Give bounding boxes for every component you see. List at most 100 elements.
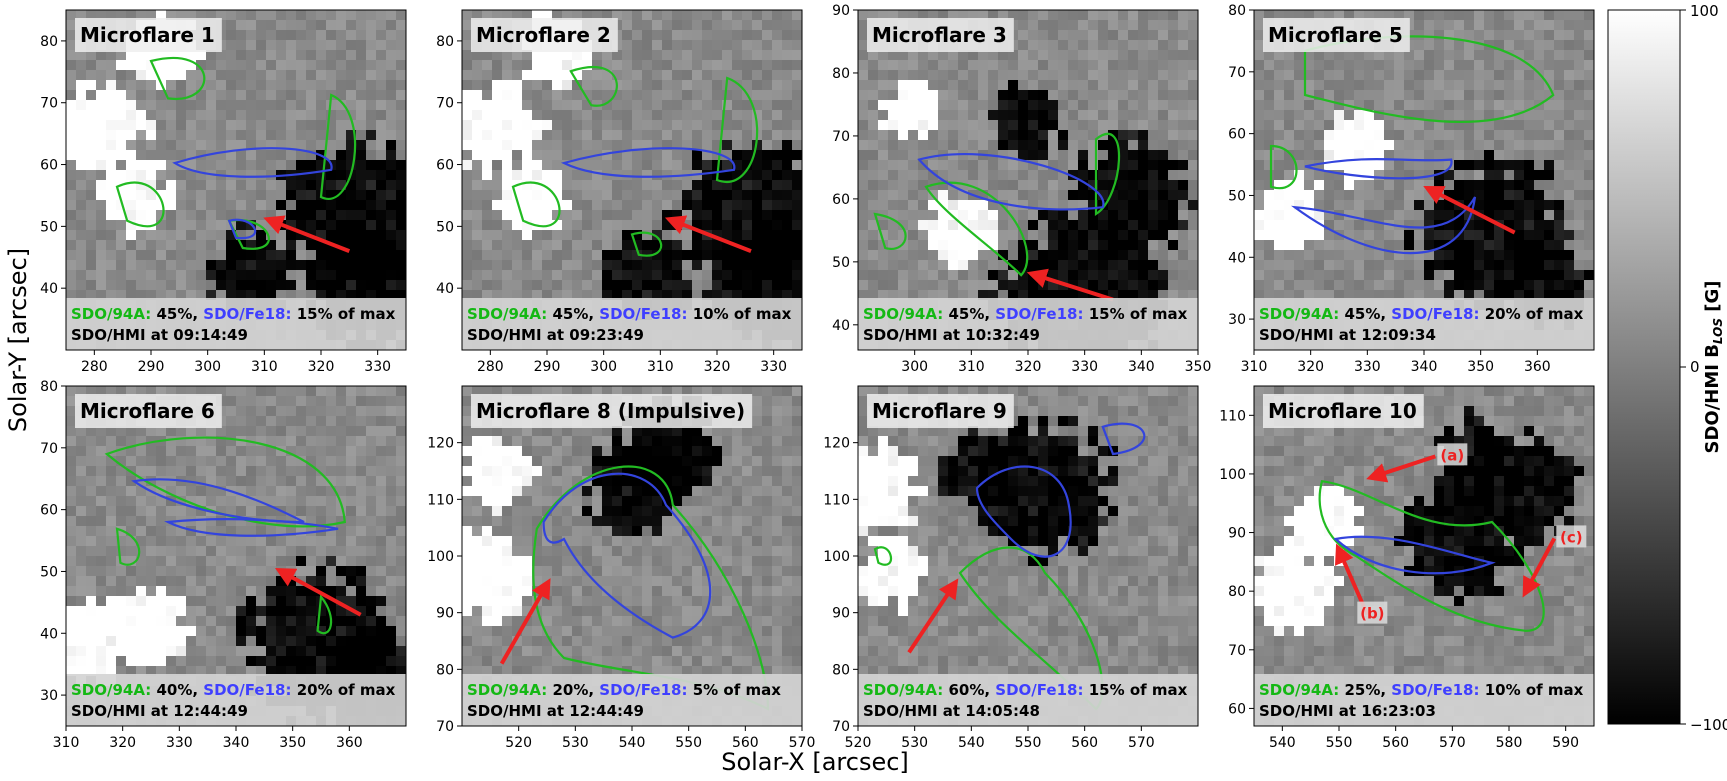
y-tick-label: 80 [832, 662, 850, 678]
y-tick-label: 70 [832, 129, 850, 145]
caption-levels: SDO/94A: 45%, SDO/Fe18: 15% of max [863, 305, 1188, 323]
panel-4: Microflare 5 SDO/94A: 45%, SDO/Fe18: 20% … [1228, 3, 1595, 375]
axis-ticks: 280 290 300 310 320 330 40 50 60 70 80 [436, 34, 787, 375]
x-tick-label: 580 [1496, 735, 1523, 751]
panel-title: Microflare 2 [476, 23, 611, 47]
title-box [1263, 18, 1410, 52]
colorbar: 100 0 −100 SDO/HMI BLOS [G] [1607, 2, 1727, 734]
caption-hmi-time: SDO/HMI at 16:23:03 [1259, 702, 1436, 720]
y-tick-label: 100 [427, 549, 454, 565]
axis-ticks: 540 550 560 570 580 590 60 70 80 90 100 110 [1219, 408, 1579, 751]
x-tick-label: 310 [53, 735, 80, 751]
y-tick-label: 50 [40, 219, 58, 235]
fe18-contour [1101, 422, 1146, 456]
colorbar-label: SDO/HMI BLOS [G] [1702, 280, 1725, 453]
magnetogram-image: Microflare 5 SDO/94A: 45%, SDO/Fe18: 20% … [1254, 10, 1594, 350]
y-tick-label: 50 [832, 255, 850, 271]
caption-box [1254, 298, 1594, 350]
caption-box [462, 298, 802, 350]
axis-ticks: 280 290 300 310 320 330 40 50 60 70 80 [40, 34, 391, 375]
x-tick-label: 550 [675, 735, 702, 751]
panels-group: Microflare 1 SDO/94A: 45%, SDO/Fe18: 15% … [40, 3, 1595, 751]
panel-title: Microflare 10 [1268, 399, 1417, 423]
panel-8: (a) (b) (c) Microflare 10 SDO/94A: 25%, SDO/… [1219, 385, 1595, 751]
x-tick-label: 530 [562, 735, 589, 751]
aia94-contour [1269, 144, 1298, 190]
x-tick-label: 350 [279, 735, 306, 751]
arrow [1026, 268, 1114, 302]
y-tick-label: 80 [436, 662, 454, 678]
y-tick-label: 60 [40, 503, 58, 519]
caption-levels: SDO/94A: 25%, SDO/Fe18: 10% of max [1259, 681, 1584, 699]
magnetogram-image: Microflare 8 (Impulsive) SDO/94A: 20%, SD… [462, 386, 802, 726]
x-tick-label: 350 [1467, 359, 1494, 375]
x-tick-label: 590 [1552, 735, 1579, 751]
title-box [867, 394, 1014, 428]
x-tick-label: 560 [1071, 735, 1098, 751]
fe18-contour [560, 147, 736, 178]
caption-levels: SDO/94A: 40%, SDO/Fe18: 20% of max [71, 681, 396, 699]
fe18-contour [1333, 535, 1496, 575]
arrow-label: (a) [1440, 446, 1464, 464]
fe18-contour [172, 147, 333, 178]
arrow-label: (c) [1560, 528, 1583, 546]
arrow [907, 578, 959, 654]
panel-3: Microflare 3 SDO/94A: 45%, SDO/Fe18: 15% … [832, 3, 1211, 375]
aia94-contour [924, 181, 1029, 277]
y-tick-label: 100 [1219, 467, 1246, 483]
aia94-contour [958, 546, 1104, 711]
x-tick-label: 520 [505, 735, 532, 751]
y-tick-label: 110 [427, 492, 454, 508]
y-tick-label: 90 [832, 3, 850, 19]
y-tick-label: 50 [436, 219, 454, 235]
x-tick-label: 310 [251, 359, 278, 375]
caption-hmi-time: SDO/HMI at 12:09:34 [1259, 326, 1436, 344]
axis-ticks: 520 530 540 550 560 570 70 80 90 100 110 120 [427, 436, 815, 751]
title-box [75, 394, 222, 428]
y-tick-label: 70 [40, 441, 58, 457]
x-tick-label: 570 [1128, 735, 1155, 751]
x-tick-label: 560 [1382, 735, 1409, 751]
magnetogram-image: Microflare 9 SDO/94A: 60%, SDO/Fe18: 15% … [858, 386, 1198, 726]
fe18-contour [917, 152, 1105, 211]
y-tick-label: 70 [832, 719, 850, 735]
x-tick-label: 310 [647, 359, 674, 375]
magnetogram-image: (a) (b) (c) Microflare 10 SDO/94A: 25%, SDO/… [1254, 386, 1594, 726]
aia94-contour [319, 93, 357, 200]
x-tick-label: 330 [1071, 359, 1098, 375]
y-tick-label: 80 [40, 34, 58, 50]
x-tick-label: 360 [336, 735, 363, 751]
fe18-contour [227, 218, 257, 240]
title-box [471, 394, 753, 428]
x-tick-label: 280 [81, 359, 108, 375]
panel-title: Microflare 6 [80, 399, 215, 423]
y-tick-label: 30 [1228, 312, 1246, 328]
x-tick-label: 570 [789, 735, 816, 751]
x-tick-label: 280 [477, 359, 504, 375]
x-tick-label: 300 [590, 359, 617, 375]
aia94-contour [1094, 132, 1121, 216]
y-tick-label: 90 [436, 606, 454, 622]
y-tick-label: 40 [832, 318, 850, 334]
x-tick-label: 560 [732, 735, 759, 751]
x-tick-label: 330 [1354, 359, 1381, 375]
x-tick-label: 540 [958, 735, 985, 751]
x-tick-label: 320 [109, 735, 136, 751]
x-tick-label: 330 [166, 735, 193, 751]
magnetogram-image: Microflare 3 SDO/94A: 45%, SDO/Fe18: 15% … [858, 10, 1198, 350]
aia94-contour [115, 181, 165, 228]
x-tick-label: 330 [760, 359, 787, 375]
y-tick-label: 110 [1219, 408, 1246, 424]
title-box [75, 18, 222, 52]
aia94-contour [316, 594, 333, 635]
fe18-contour [975, 465, 1072, 558]
caption-levels: SDO/94A: 45%, SDO/Fe18: 20% of max [1259, 305, 1584, 323]
y-tick-label: 80 [832, 66, 850, 82]
aia94-contour [873, 212, 907, 250]
y-tick-label: 120 [427, 436, 454, 452]
axis-ticks: 300 310 320 330 340 350 40 50 60 70 80 90 [832, 3, 1211, 375]
y-tick-label: 110 [823, 492, 850, 508]
x-tick-label: 320 [1015, 359, 1042, 375]
x-tick-label: 320 [704, 359, 731, 375]
